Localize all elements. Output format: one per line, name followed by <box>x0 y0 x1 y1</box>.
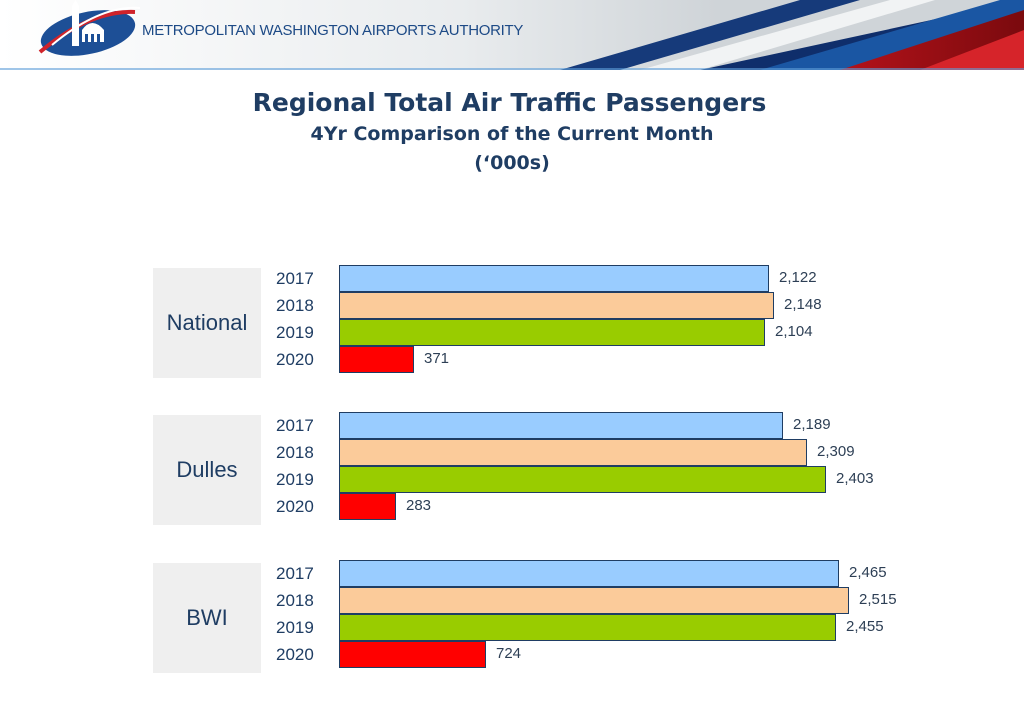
org-name: METROPOLITAN WASHINGTON AIRPORTS AUTHORI… <box>142 22 524 39</box>
group-label: Dulles <box>176 457 238 482</box>
group-label-box: Dulles <box>153 415 261 525</box>
group-label: BWI <box>186 605 228 630</box>
bar-national-2017 <box>339 265 769 292</box>
bar-bwi-2018 <box>339 587 849 614</box>
year-tick-label: 2019 <box>276 323 314 342</box>
chart-titles: Regional Total Air Traffic Passengers 4Y… <box>0 86 1024 178</box>
year-tick-label: 2017 <box>276 269 314 288</box>
data-label: 2,465 <box>849 564 887 581</box>
banner-graphic <box>0 0 1024 70</box>
data-label: 724 <box>496 645 522 662</box>
data-label: 2,455 <box>846 618 884 635</box>
bar-bwi-2020 <box>339 641 486 668</box>
group-label-box: BWI <box>153 563 261 673</box>
bar-dulles-2020 <box>339 493 396 520</box>
data-label: 2,309 <box>817 443 855 460</box>
mwaa-logo-icon <box>38 0 141 56</box>
year-tick-label: 2020 <box>276 645 314 664</box>
data-label: 2,104 <box>775 323 813 340</box>
bar-national-2020 <box>339 346 414 373</box>
year-tick-label: 2020 <box>276 497 314 516</box>
year-tick-label: 2018 <box>276 443 314 462</box>
chart-title: Regional Total Air Traffic Passengers <box>252 88 767 117</box>
year-tick-label: 2018 <box>276 296 314 315</box>
header-banner: METROPOLITAN WASHINGTON AIRPORTS AUTHORI… <box>0 0 1024 70</box>
data-label: 2,189 <box>793 416 831 433</box>
year-tick-label: 2020 <box>276 350 314 369</box>
data-label: 2,403 <box>836 470 874 487</box>
year-tick-label: 2017 <box>276 564 314 583</box>
chart-subtitle: 4Yr Comparison of the Current Month <box>310 123 714 145</box>
bar-dulles-2017 <box>339 412 783 439</box>
data-label: 2,122 <box>779 269 817 286</box>
year-tick-label: 2017 <box>276 416 314 435</box>
data-label: 2,515 <box>859 591 897 608</box>
group-label-box: National <box>153 268 261 378</box>
bar-national-2018 <box>339 292 774 319</box>
year-tick-label: 2018 <box>276 591 314 610</box>
data-label: 2,148 <box>784 296 822 313</box>
bar-dulles-2018 <box>339 439 807 466</box>
chart-units: (‘000s) <box>474 152 550 174</box>
data-label: 371 <box>424 350 450 367</box>
bar-bwi-2019 <box>339 614 836 641</box>
bar-national-2019 <box>339 319 765 346</box>
group-label: National <box>166 310 248 335</box>
year-tick-label: 2019 <box>276 618 314 637</box>
bar-dulles-2019 <box>339 466 826 493</box>
bar-bwi-2017 <box>339 560 839 587</box>
year-tick-label: 2019 <box>276 470 314 489</box>
data-label: 283 <box>406 497 432 514</box>
